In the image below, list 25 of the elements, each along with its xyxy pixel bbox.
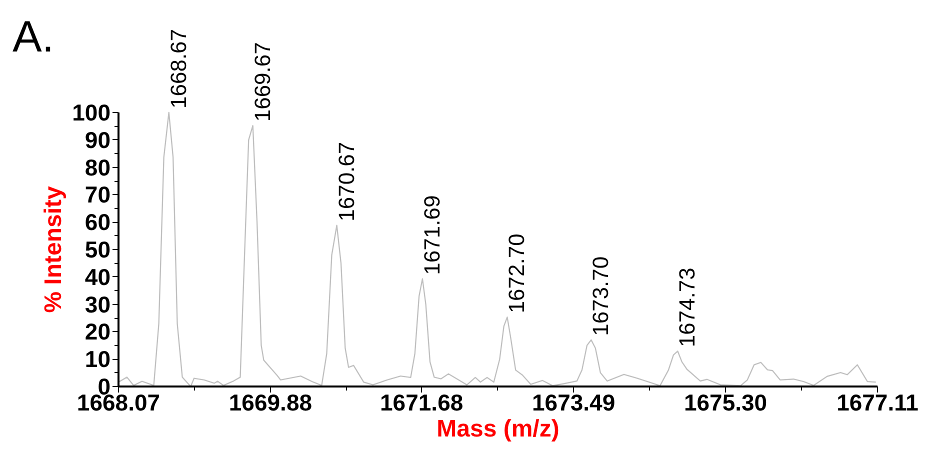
- x-tick-label: 1677.11: [836, 390, 919, 416]
- y-tick-label: 90: [84, 126, 111, 153]
- annotation: 1674.73: [674, 268, 700, 348]
- x-tick-label: 1669.88: [228, 390, 312, 416]
- y-axis-title: % Intensity: [40, 186, 68, 313]
- y-tick-label: 20: [84, 318, 111, 345]
- y-tick-label: 60: [84, 209, 111, 236]
- x-axis-title: Mass (m/z): [436, 416, 560, 442]
- annotation: 1671.69: [419, 195, 444, 275]
- chart-title: A.: [12, 12, 54, 62]
- y-tick-label: 10: [84, 346, 111, 372]
- annotation: 1673.70: [588, 256, 614, 336]
- y-tick-label: 50: [84, 236, 111, 262]
- x-tick-label: 1675.30: [684, 390, 768, 416]
- annotation: 1670.67: [334, 142, 359, 222]
- y-tick-label: 30: [84, 291, 111, 318]
- annotation: 1672.70: [504, 234, 530, 314]
- y-tick-label: 70: [84, 182, 111, 208]
- x-tick-label: 1671.68: [380, 390, 464, 416]
- y-tick-label: 100: [72, 100, 110, 126]
- annotation: 1669.67: [250, 42, 275, 122]
- y-tick-label: 80: [84, 154, 111, 180]
- x-tick-label: 1673.49: [532, 390, 616, 416]
- annotation: 1668.67: [166, 28, 191, 108]
- y-tick-label: 40: [84, 264, 111, 290]
